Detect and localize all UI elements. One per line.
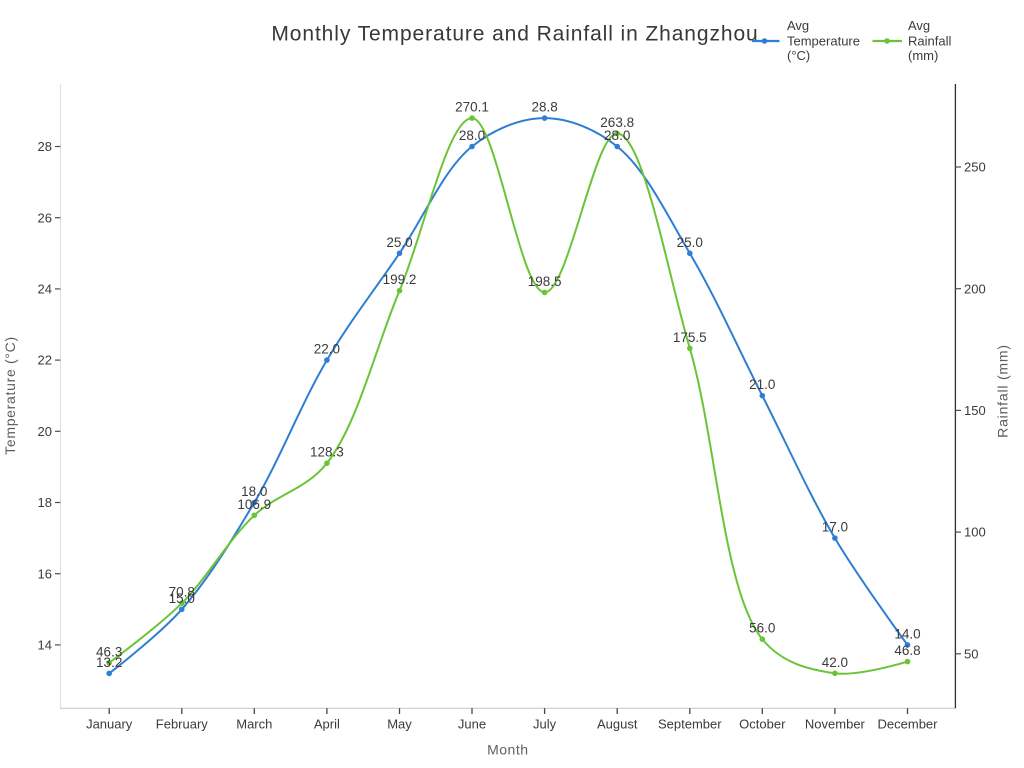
svg-text:25.0: 25.0 [386,235,412,250]
svg-text:(°C): (°C) [787,48,810,63]
svg-text:18: 18 [38,495,52,510]
svg-text:Rainfall: Rainfall [908,33,951,48]
svg-text:28: 28 [38,139,52,154]
svg-text:18.0: 18.0 [241,484,267,499]
svg-text:August: August [597,717,638,732]
svg-text:Temperature (°C): Temperature (°C) [2,336,18,455]
svg-text:July: July [533,717,557,732]
svg-text:April: April [314,717,340,732]
svg-text:46.8: 46.8 [894,643,920,658]
svg-text:February: February [156,717,209,732]
svg-text:14: 14 [38,638,52,653]
svg-text:106.9: 106.9 [237,497,271,512]
svg-text:150: 150 [964,403,986,418]
svg-text:22.0: 22.0 [314,342,340,357]
svg-text:(mm): (mm) [908,48,938,63]
svg-text:100: 100 [964,525,986,540]
svg-text:20: 20 [38,424,52,439]
svg-text:December: December [878,717,939,732]
svg-text:198.5: 198.5 [528,274,562,289]
svg-text:14.0: 14.0 [894,626,920,641]
svg-text:250: 250 [964,160,986,175]
svg-text:56.0: 56.0 [749,621,775,636]
svg-text:42.0: 42.0 [822,655,848,670]
svg-text:22: 22 [38,353,52,368]
svg-text:13.2: 13.2 [96,655,122,670]
svg-text:21.0: 21.0 [749,377,775,392]
svg-text:Monthly Temperature and Rainfa: Monthly Temperature and Rainfall in Zhan… [271,23,758,46]
svg-text:28.0: 28.0 [604,128,630,143]
svg-text:June: June [458,717,486,732]
svg-text:16: 16 [38,566,52,581]
svg-text:Month: Month [487,742,528,758]
svg-text:28.8: 28.8 [531,100,557,115]
svg-text:Avg: Avg [908,18,930,33]
svg-text:24: 24 [38,282,52,297]
svg-text:Temperature: Temperature [787,33,860,48]
svg-text:70.8: 70.8 [169,585,195,600]
svg-text:January: January [86,717,133,732]
svg-text:46.3: 46.3 [96,644,122,659]
svg-text:17.0: 17.0 [822,520,848,535]
svg-text:25.0: 25.0 [677,235,703,250]
svg-text:263.8: 263.8 [600,115,634,130]
svg-text:199.2: 199.2 [383,272,417,287]
svg-text:28.0: 28.0 [459,128,485,143]
svg-text:Rainfall (mm): Rainfall (mm) [995,344,1011,438]
svg-text:175.5: 175.5 [673,330,707,345]
svg-text:15.0: 15.0 [169,591,195,606]
svg-text:26: 26 [38,210,52,225]
svg-text:September: September [658,717,722,732]
svg-text:October: October [739,717,786,732]
svg-text:50: 50 [964,646,978,661]
svg-text:May: May [387,717,412,732]
svg-text:March: March [236,717,272,732]
svg-text:November: November [805,717,866,732]
svg-text:270.1: 270.1 [455,100,489,115]
svg-text:200: 200 [964,281,986,296]
svg-text:Avg: Avg [787,18,809,33]
svg-text:128.3: 128.3 [310,445,344,460]
